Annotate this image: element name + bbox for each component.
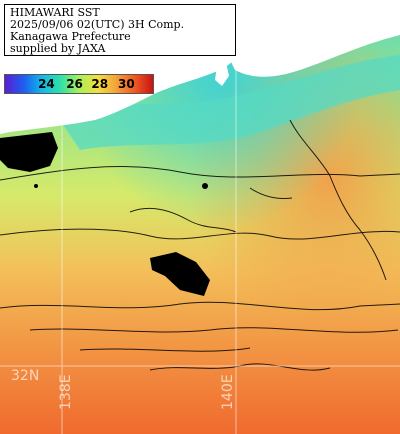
peninsula	[215, 58, 229, 86]
temperature-colorbar: 24 26 28 30	[4, 74, 154, 94]
header-credit: supplied by JAXA	[10, 42, 106, 55]
cloud-mask-dot	[34, 184, 38, 188]
header-datetime: 2025/09/06 02(UTC) 3H Comp.	[10, 18, 185, 31]
header-region: Kanagawa Prefecture	[10, 30, 131, 43]
lon-label-138e: 138E	[58, 374, 74, 410]
colorbar-tick-26: 26	[66, 77, 83, 91]
cloud-mask-dot	[202, 183, 208, 189]
cool-coastal-band	[60, 55, 400, 150]
cloud-mask-west	[0, 132, 58, 172]
colorbar-tick-28: 28	[91, 77, 109, 91]
header-title: HIMAWARI SST	[10, 6, 100, 19]
colorbar-tick-30: 30	[118, 77, 135, 91]
lat-label-32n: 32N	[11, 368, 40, 384]
lon-label-140e: 140E	[220, 374, 236, 410]
cloud-mask-central	[150, 252, 210, 296]
header-panel: HIMAWARI SST 2025/09/06 02(UTC) 3H Comp.…	[4, 4, 236, 56]
colorbar-tick-24: 24	[38, 77, 55, 91]
